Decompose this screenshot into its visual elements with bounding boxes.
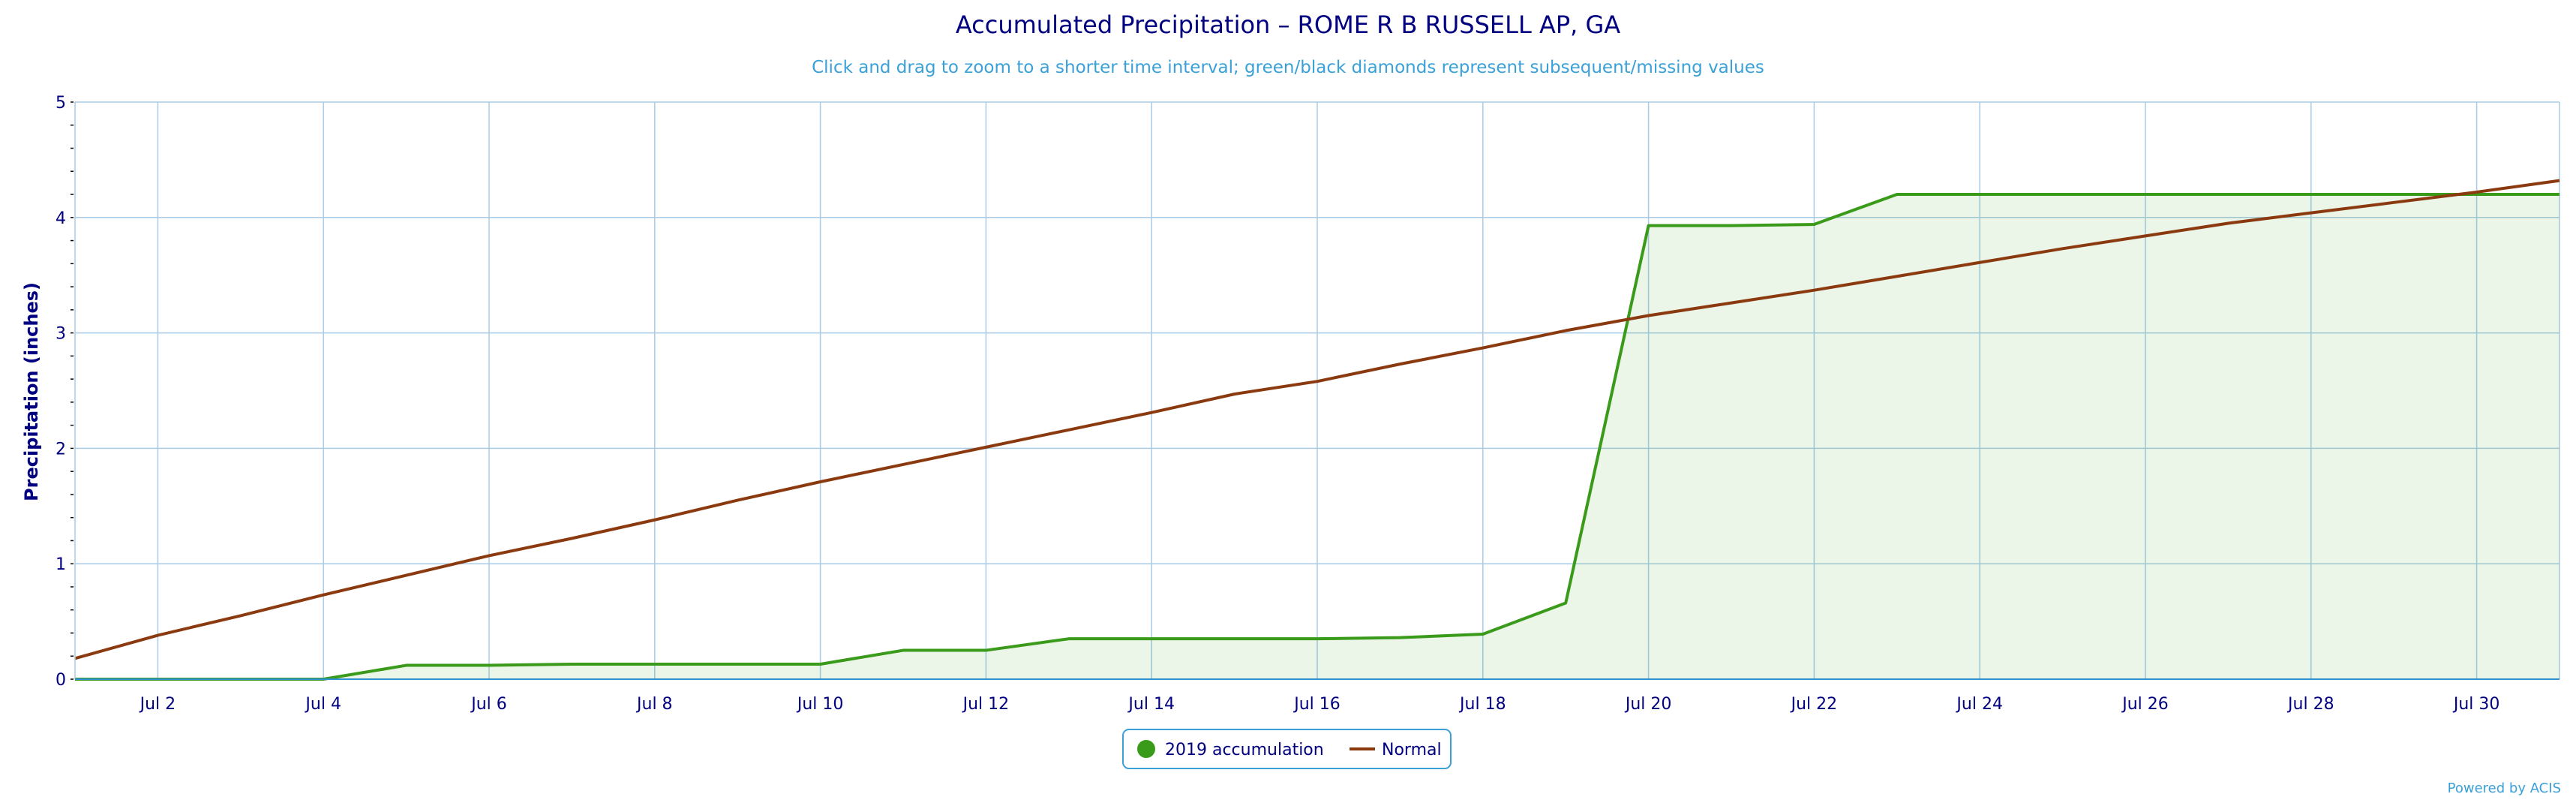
- series-lines: [74, 179, 2560, 681]
- x-tick-label: Jul 28: [2286, 695, 2334, 714]
- x-tick-label: Jul 14: [1127, 695, 1175, 714]
- grid: [75, 101, 2560, 680]
- x-tick-label: Jul 22: [1790, 695, 1838, 714]
- y-axis-label: Precipitation (inches): [21, 282, 42, 501]
- legend-label-normal: Normal: [1382, 741, 1442, 759]
- x-tick-label: Jul 30: [2452, 695, 2500, 714]
- credit-link[interactable]: Powered by ACIS: [2448, 780, 2561, 796]
- legend-marker-2019-icon: [1137, 740, 1155, 758]
- legend: 2019 accumulation Normal: [1122, 729, 1452, 769]
- x-tick-label: Jul 4: [304, 695, 341, 714]
- x-tick-label: Jul 16: [1293, 695, 1341, 714]
- x-tick-label: Jul 8: [635, 695, 673, 714]
- series-line-normal: [74, 179, 2560, 660]
- x-tick-label: Jul 12: [962, 695, 1010, 714]
- accumulation-area: [75, 194, 2559, 679]
- area-fill: [75, 194, 2559, 679]
- legend-label-2019: 2019 accumulation: [1165, 741, 1324, 759]
- y-tick-label: 4: [56, 209, 66, 228]
- x-tick-label: Jul 18: [1458, 695, 1506, 714]
- x-axis: Jul 2 Jul 4 Jul 6 Jul 8 Jul 10 Jul 12 Jul 14 Ju…: [75, 678, 2559, 714]
- y-tick-label: 0: [56, 671, 66, 690]
- y-tick-label: 1: [56, 555, 66, 574]
- y-tick-label: 2: [56, 440, 66, 459]
- y-tick-label: 3: [56, 325, 66, 344]
- x-tick-label: Jul 10: [796, 695, 844, 714]
- x-tick-label: Jul 26: [2121, 695, 2169, 714]
- chart-subtitle: Click and drag to zoom to a shorter time…: [812, 58, 1764, 77]
- legend-box: [1122, 729, 1452, 769]
- y-axis: 0 1 2 3 4 5: [56, 94, 76, 690]
- x-tick-label: Jul 24: [1955, 695, 2003, 714]
- series-line-2019-accumulation: [75, 193, 2559, 681]
- x-tick-label: Jul 2: [139, 695, 176, 714]
- x-tick-label: Jul 6: [470, 695, 507, 714]
- x-tick-label: Jul 20: [1624, 695, 1672, 714]
- y-tick-label: 5: [56, 94, 66, 113]
- legend-item-2019[interactable]: 2019 accumulation: [1137, 740, 1324, 759]
- legend-item-normal[interactable]: Normal: [1350, 741, 1442, 759]
- chart-title: Accumulated Precipitation – ROME R B RUS…: [956, 11, 1620, 39]
